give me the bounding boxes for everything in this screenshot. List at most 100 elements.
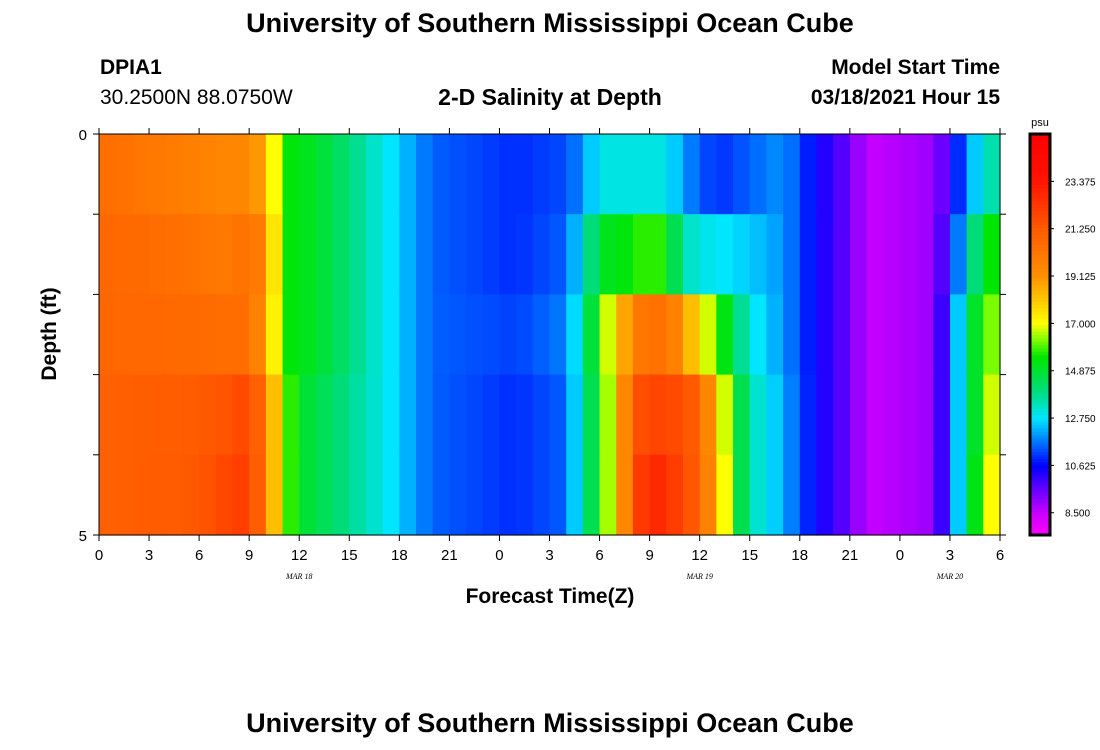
- heatmap-cell: [933, 294, 951, 376]
- heatmap-cell: [716, 454, 734, 536]
- colorbar-segment: [1030, 504, 1050, 509]
- colorbar-segment: [1030, 424, 1050, 429]
- x-tick-label: 12: [691, 547, 708, 564]
- colorbar-segment: [1030, 384, 1050, 389]
- colorbar-segment: [1030, 374, 1050, 379]
- colorbar-segment: [1030, 154, 1050, 158]
- heatmap-cell: [115, 134, 133, 215]
- colorbar-segment: [1030, 170, 1050, 175]
- x-tick-label: 6: [996, 547, 1004, 564]
- heatmap-cell: [165, 374, 184, 456]
- heatmap-cell: [99, 374, 117, 456]
- colorbar-segment: [1030, 187, 1050, 192]
- heatmap-cell: [649, 134, 667, 215]
- heatmap-cell: [766, 374, 784, 456]
- colorbar-segment: [1030, 200, 1050, 205]
- heatmap-cell: [466, 374, 484, 456]
- heatmap-cell: [516, 294, 534, 376]
- colorbar-segment: [1030, 431, 1050, 436]
- heatmap-cell: [532, 294, 551, 376]
- colorbar-segment: [1030, 498, 1050, 503]
- model-start-label: Model Start Time: [831, 56, 1000, 79]
- heatmap-cell: [966, 454, 984, 536]
- colorbar-segment: [1030, 411, 1050, 416]
- heatmap-cell: [833, 374, 851, 456]
- heatmap-cell: [866, 454, 884, 536]
- colorbar-segment: [1030, 294, 1050, 299]
- colorbar-segment: [1030, 494, 1050, 499]
- heatmap-cell: [799, 214, 818, 295]
- heatmap-cell: [466, 134, 484, 215]
- x-tick-label: 6: [195, 547, 203, 564]
- heatmap-cell: [165, 134, 184, 215]
- heatmap-cell: [733, 134, 751, 215]
- heatmap-cell: [265, 214, 284, 295]
- heatmap-cell: [449, 454, 467, 536]
- heatmap-cell: [649, 214, 667, 295]
- colorbar-segment: [1030, 488, 1050, 493]
- x-tick-label: 9: [245, 547, 253, 564]
- heatmap-cell: [332, 294, 350, 376]
- heatmap-cell: [182, 134, 200, 215]
- heatmap-cell: [682, 134, 701, 215]
- heatmap-cell: [649, 454, 667, 536]
- heatmap-cell: [249, 214, 267, 295]
- heatmap-cell: [315, 214, 334, 295]
- heatmap-cell: [282, 214, 300, 295]
- heatmap-cell: [215, 294, 234, 376]
- heatmap-cell: [783, 454, 801, 536]
- heatmap-cell: [949, 294, 968, 376]
- colorbar-segment: [1030, 387, 1050, 392]
- heatmap-cell: [199, 454, 217, 536]
- heatmap-cell: [566, 294, 584, 376]
- heatmap-cell: [282, 374, 300, 456]
- heatmap-cell: [716, 374, 734, 456]
- heatmap-cell: [365, 294, 384, 376]
- heatmap-cell: [733, 454, 751, 536]
- colorbar-segment: [1030, 454, 1050, 459]
- colorbar-segment: [1030, 220, 1050, 225]
- heatmap-cell: [616, 134, 634, 215]
- x-tick-label: 3: [145, 547, 153, 564]
- heatmap-cell: [299, 214, 317, 295]
- heatmap-cell: [949, 374, 968, 456]
- heatmap-cell: [282, 134, 300, 215]
- heatmap-cell: [682, 214, 701, 295]
- heatmap-cell: [449, 374, 467, 456]
- colorbar-segment: [1030, 441, 1050, 446]
- heatmap-cell: [265, 294, 284, 376]
- heatmap-cell: [599, 294, 617, 376]
- heatmap-cell: [766, 134, 784, 215]
- heatmap-cell: [199, 134, 217, 215]
- heatmap-cell: [165, 454, 184, 536]
- heatmap-cells: [99, 134, 1001, 536]
- heatmap-cell: [749, 374, 768, 456]
- heatmap-cell: [849, 214, 868, 295]
- heatmap-cell: [482, 374, 501, 456]
- heatmap-cell: [582, 214, 601, 295]
- heatmap-cell: [899, 374, 918, 456]
- colorbar-segment: [1030, 217, 1050, 222]
- heatmap-cell: [499, 454, 517, 536]
- colorbar-segment: [1030, 327, 1050, 332]
- heatmap-cell: [399, 454, 417, 536]
- colorbar-segment: [1030, 401, 1050, 406]
- x-date-label: MAR 18: [285, 572, 312, 581]
- station-id: DPIA1: [100, 56, 162, 79]
- heatmap-cell: [416, 454, 434, 536]
- heatmap-cell: [599, 454, 617, 536]
- heatmap-cell: [215, 134, 234, 215]
- colorbar-segment: [1030, 164, 1050, 169]
- heatmap-cell: [132, 454, 150, 536]
- heatmap-cell: [849, 134, 868, 215]
- colorbar-segment: [1030, 434, 1050, 439]
- heatmap-cell: [883, 294, 901, 376]
- heatmap-cell: [733, 294, 751, 376]
- heatmap-cell: [382, 294, 400, 376]
- heatmap-cell: [349, 214, 367, 295]
- heatmap-cell: [599, 214, 617, 295]
- heatmap-cell: [916, 294, 934, 376]
- colorbar-segment: [1030, 444, 1050, 449]
- colorbar-segment: [1030, 518, 1050, 523]
- heatmap-cell: [299, 454, 317, 536]
